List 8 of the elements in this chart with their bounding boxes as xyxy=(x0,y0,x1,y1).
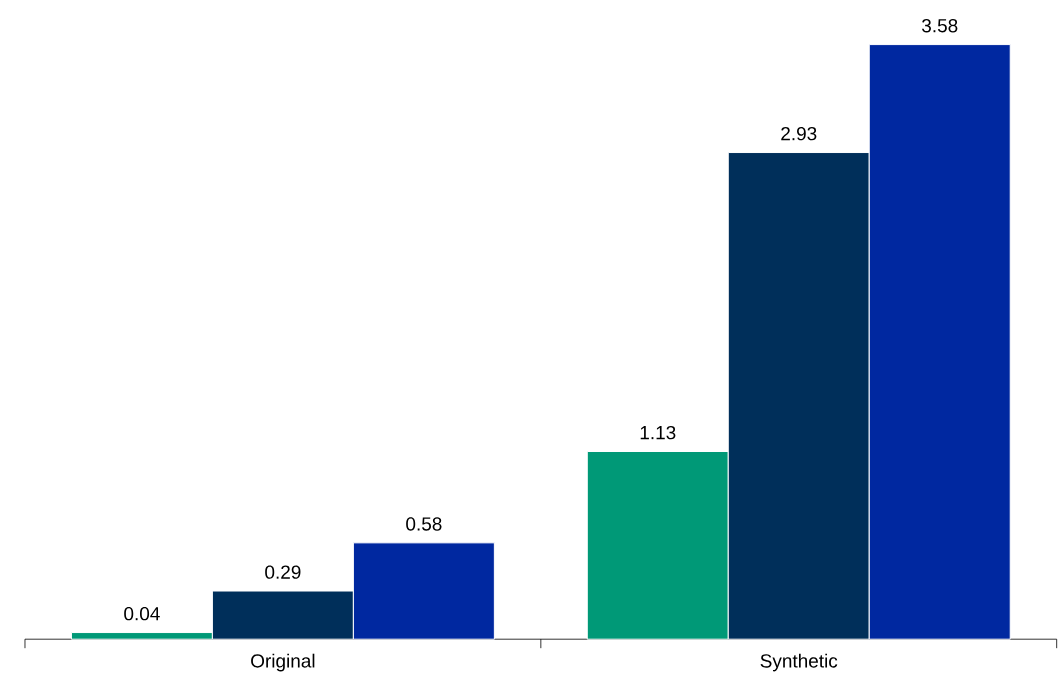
data-label: 0.58 xyxy=(406,517,442,531)
data-label: 0.04 xyxy=(124,606,160,621)
data-label: 3.58 xyxy=(921,18,958,33)
x-tick-label: Synthetic xyxy=(760,653,838,672)
x-tick-label: Original xyxy=(251,653,315,672)
data-label: 1.13 xyxy=(640,425,676,440)
data-label: 2.93 xyxy=(781,126,817,141)
data-label: 0.29 xyxy=(265,565,301,579)
